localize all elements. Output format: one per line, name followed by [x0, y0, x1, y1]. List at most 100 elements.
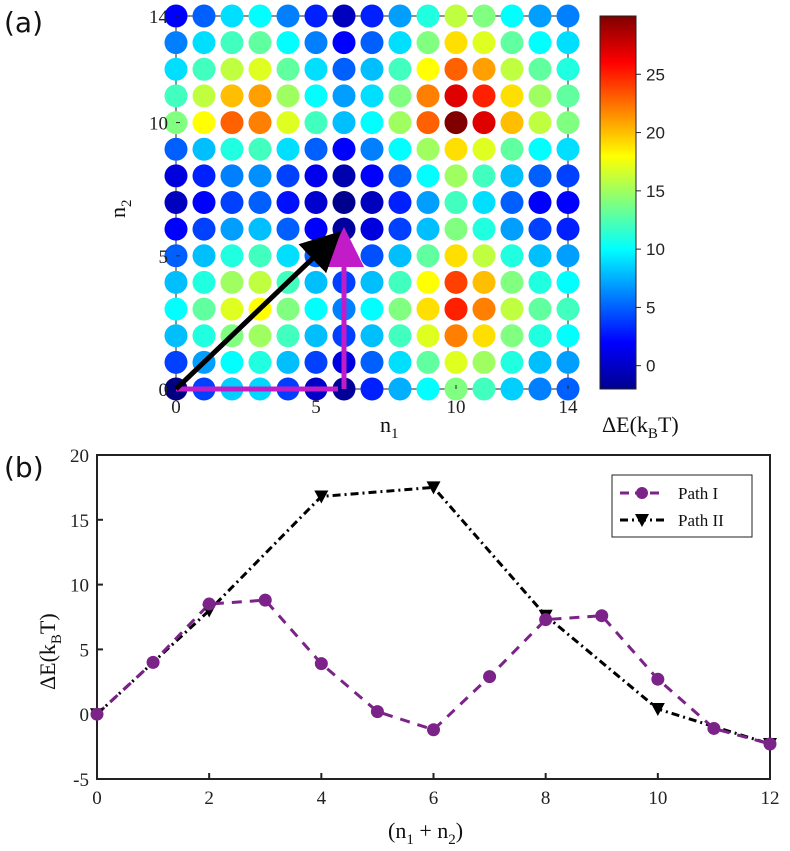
heatmap-dot: [416, 137, 440, 161]
heatmap-dot: [304, 31, 328, 55]
heatmap-dot: [192, 164, 216, 188]
heatmap-dot: [164, 84, 188, 108]
heatmap-dot: [276, 324, 300, 348]
heatmap-dot: [472, 31, 496, 55]
heatmap-dot: [248, 31, 272, 55]
heatmap-dot: [500, 31, 524, 55]
heatmap-dot: [444, 4, 468, 28]
heatmap-dot: [528, 350, 552, 374]
heatmap-dot: [192, 191, 216, 214]
line-ylabel: ΔE(kBT): [35, 613, 65, 690]
heatmap-dot: [472, 137, 496, 161]
heatmap-dot: [248, 350, 272, 374]
heatmap-dot: [472, 297, 496, 321]
heatmap-dot: [276, 4, 300, 28]
heatmap-dot: [528, 324, 552, 348]
heatmap-dot: [528, 57, 552, 81]
heatmap-ylabel: n2: [105, 200, 135, 219]
heatmap-dot: [388, 57, 412, 81]
heatmap-dot: [472, 270, 496, 294]
heatmap-dot: [500, 191, 524, 214]
heatmap-dot: [192, 137, 216, 161]
heatmap-dot: [164, 31, 188, 55]
heatmap-dot: [500, 244, 524, 268]
heatmap-dot: [416, 324, 440, 348]
heatmap-dot: [528, 137, 552, 161]
heatmap-dot: [388, 4, 412, 28]
heatmap-dot: [556, 137, 580, 161]
heatmap-dot: [500, 111, 524, 135]
heatmap-dot: [528, 377, 552, 401]
heatmap-dot: [416, 244, 440, 268]
heatmap-dot: [500, 350, 524, 374]
colorbar-label: ΔE(kBT): [602, 412, 679, 442]
heatmap-dot: [360, 31, 384, 55]
heatmap-dot: [192, 244, 216, 268]
heatmap-dot: [164, 324, 188, 348]
heatmap-dot: [304, 84, 328, 108]
heatmap-dot: [416, 84, 440, 108]
heatmap-dot: [220, 217, 244, 241]
heatmap-dot: [472, 111, 496, 135]
heatmap-dot: [332, 84, 356, 108]
panel-b-label: (b): [4, 451, 44, 484]
colorbar-tick-label: 10: [646, 240, 665, 259]
heatmap-dot: [304, 4, 328, 28]
heatmap-dot: [164, 57, 188, 81]
heatmap-dot: [276, 84, 300, 108]
heatmap-dot: [416, 164, 440, 188]
heatmap-dot: [388, 31, 412, 55]
legend-path1-marker: [636, 487, 648, 499]
heatmap-dot: [500, 57, 524, 81]
line-xtick-label: 2: [204, 788, 214, 809]
heatmap-dot: [332, 111, 356, 135]
heatmap-xtick-label: 14: [559, 397, 579, 418]
heatmap-dot: [416, 57, 440, 81]
heatmap-dot: [248, 84, 272, 108]
heatmap-dot: [276, 350, 300, 374]
heatmap-dot: [248, 111, 272, 135]
heatmap-dot: [416, 31, 440, 55]
series-path1-point: [370, 705, 384, 719]
heatmap-dot: [500, 324, 524, 348]
series-path1-point: [202, 597, 216, 611]
heatmap-dot: [332, 164, 356, 188]
heatmap-dot: [248, 270, 272, 294]
heatmap-dot: [164, 350, 188, 374]
heatmap-dot: [248, 217, 272, 241]
heatmap-xtick-label: 5: [311, 397, 321, 418]
heatmap-dot: [556, 217, 580, 241]
heatmap-dot: [388, 84, 412, 108]
heatmap-dot: [444, 270, 468, 294]
heatmap-dot: [416, 297, 440, 321]
series-path2-point: [426, 481, 441, 495]
heatmap-dot: [192, 297, 216, 321]
line-xtick-label: 6: [429, 788, 439, 809]
line-xtick-label: 0: [92, 788, 102, 809]
heatmap-dot: [164, 164, 188, 188]
heatmap-dot: [388, 297, 412, 321]
heatmap-dot: [248, 191, 272, 214]
heatmap-dot: [360, 350, 384, 374]
line-ytick-label: 15: [70, 511, 89, 532]
legend-path1-label: Path I: [678, 484, 718, 503]
heatmap-dot: [416, 4, 440, 28]
heatmap-dot: [220, 137, 244, 161]
heatmap-dot: [528, 164, 552, 188]
heatmap-ytick-label: 0: [159, 380, 169, 401]
line-xtick-label: 8: [541, 788, 551, 809]
heatmap-dot: [528, 111, 552, 135]
heatmap-dot: [556, 324, 580, 348]
heatmap-ytick-label: 10: [149, 114, 168, 135]
heatmap-dot: [360, 57, 384, 81]
heatmap-dot: [444, 137, 468, 161]
colorbar-tick-label: 5: [646, 298, 655, 317]
series-path1-point: [651, 672, 665, 686]
heatmap-dot: [192, 217, 216, 241]
heatmap-dot: [388, 217, 412, 241]
heatmap-dot: [360, 270, 384, 294]
series-path1-point: [763, 737, 777, 751]
heatmap-xtick-label: 10: [447, 397, 466, 418]
heatmap-xtick-label: 0: [171, 397, 181, 418]
heatmap-dot: [304, 57, 328, 81]
